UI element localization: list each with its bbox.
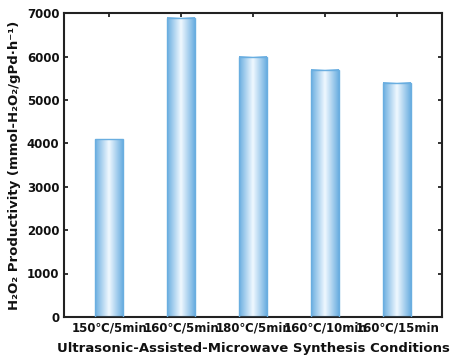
Bar (383, 83, 411, 317)
X-axis label: Ultrasonic-Assisted-Microwave Synthesis Conditions: Ultrasonic-Assisted-Microwave Synthesis … (57, 342, 450, 355)
Bar (239, 57, 267, 317)
Bar (311, 70, 339, 317)
Y-axis label: H₂O₂ Productivity (mmol-H₂O₂/gPd·h⁻¹): H₂O₂ Productivity (mmol-H₂O₂/gPd·h⁻¹) (8, 20, 21, 310)
Bar (95, 139, 123, 317)
Bar (167, 18, 195, 317)
